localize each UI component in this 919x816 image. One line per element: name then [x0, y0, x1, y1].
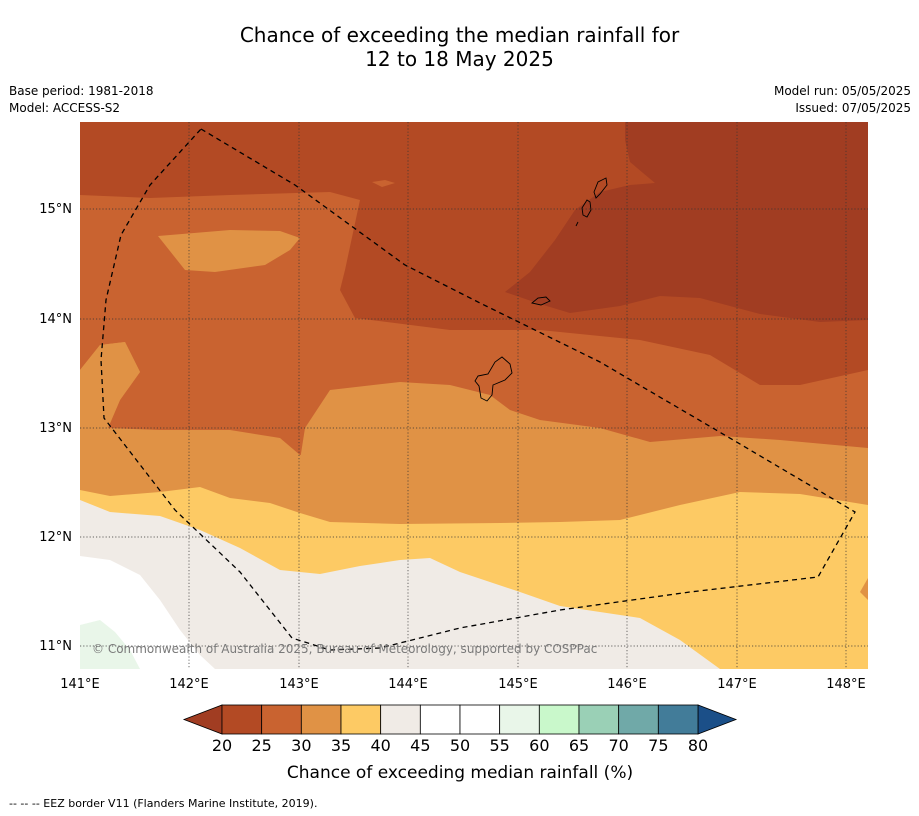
- band-45-50: [80, 500, 720, 669]
- colorbar-swatch: [419, 704, 461, 735]
- colorbar-swatch: [499, 704, 540, 735]
- colorbar-swatch: [380, 704, 421, 735]
- anatahan-island-outline: [593, 177, 608, 199]
- colorbar-swatch: [657, 704, 699, 735]
- colorbar: 20 25 30 35 40 45 50 55 60 65 70 75 80: [182, 704, 738, 755]
- colorbar-tick-label: 20: [212, 736, 232, 755]
- colorbar-tick-label: 55: [489, 736, 509, 755]
- graticule: [80, 122, 868, 669]
- band-20-25: [505, 122, 868, 322]
- model-run-text: Model run: 05/05/2025: [773, 84, 911, 98]
- lon-label: 146°E: [607, 677, 647, 692]
- colorbar-tick-label: 65: [569, 736, 589, 755]
- colorbar-tick-label: 25: [251, 736, 271, 755]
- lon-label: 141°E: [60, 677, 100, 692]
- band-30-35-small-patch: [372, 180, 395, 187]
- lat-label: 12°N: [39, 530, 72, 545]
- colorbar-swatch: [300, 704, 342, 735]
- island-outlines: [474, 177, 608, 402]
- lat-label: 11°N: [39, 639, 72, 654]
- eez-border-line: [100, 128, 856, 651]
- lat-label: 15°N: [39, 202, 72, 217]
- rota-island-outline: [531, 296, 551, 306]
- colorbar-tick-label: 30: [291, 736, 311, 755]
- copyright-text: © Commonwealth of Australia 2025, Bureau…: [92, 642, 597, 656]
- lat-label: 14°N: [39, 312, 72, 327]
- colorbar-tick-label: 50: [450, 736, 470, 755]
- colorbar-swatch: [578, 704, 620, 735]
- colorbar-swatch: [538, 704, 580, 735]
- lon-label: 143°E: [279, 677, 319, 692]
- colorbar-tick-label: 70: [608, 736, 628, 755]
- colorbar-tick-label: 75: [648, 736, 668, 755]
- lon-label: 142°E: [169, 677, 209, 692]
- map-title-line1: Chance of exceeding the median rainfall …: [239, 23, 680, 47]
- guam-island-outline: [474, 356, 513, 402]
- band-35-40-east-patch: [860, 578, 868, 600]
- rainfall-map-figure: © Commonwealth of Australia 2025, Bureau…: [39, 122, 868, 783]
- colorbar-tick-label: 40: [370, 736, 390, 755]
- longitude-labels: 141°E 142°E 143°E 144°E 145°E 146°E 147°…: [60, 677, 866, 692]
- rainfall-probability-field: [80, 122, 868, 669]
- tinian-island-outline: [575, 221, 579, 227]
- band-35-40-north-patch: [158, 230, 300, 272]
- colorbar-swatch: [221, 704, 263, 735]
- issued-date-text: Issued: 07/05/2025: [795, 101, 911, 115]
- base-period-text: Base period: 1981-2018: [9, 84, 154, 98]
- map-title-line2: 12 to 18 May 2025: [365, 47, 554, 71]
- colorbar-extend-high: [697, 704, 738, 735]
- band-55-60: [80, 620, 140, 669]
- lon-label: 148°E: [826, 677, 866, 692]
- lon-label: 144°E: [388, 677, 428, 692]
- saipan-island-outline: [581, 199, 592, 218]
- colorbar-tick-label: 45: [410, 736, 430, 755]
- lat-label: 13°N: [39, 421, 72, 436]
- lon-label: 147°E: [717, 677, 757, 692]
- lon-label: 145°E: [498, 677, 538, 692]
- colorbar-swatch: [261, 704, 302, 735]
- colorbar-tick-label: 80: [688, 736, 708, 755]
- colorbar-tick-label: 60: [529, 736, 549, 755]
- colorbar-swatch: [340, 704, 382, 735]
- colorbar-tick-label: 35: [331, 736, 351, 755]
- eez-legend-note: -- -- -- EEZ border V11 (Flanders Marine…: [9, 797, 318, 810]
- colorbar-swatch: [618, 704, 659, 735]
- model-name-text: Model: ACCESS-S2: [9, 101, 121, 115]
- latitude-labels: 15°N 14°N 13°N 12°N 11°N: [39, 202, 72, 654]
- colorbar-extend-low: [182, 704, 223, 735]
- band-35-40-west-patch: [80, 342, 140, 428]
- colorbar-swatch: [459, 704, 501, 735]
- colorbar-label: Chance of exceeding median rainfall (%): [287, 763, 633, 783]
